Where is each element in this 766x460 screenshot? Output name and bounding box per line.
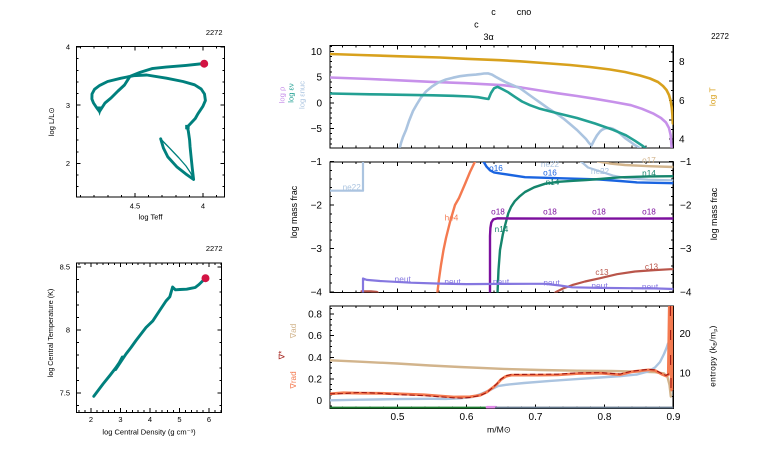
svg-text:neut: neut: [444, 277, 461, 287]
svg-text:8.5: 8.5: [60, 263, 70, 272]
svg-text:0: 0: [316, 396, 322, 407]
svg-text:o17: o17: [642, 156, 656, 165]
svg-text:he4: he4: [445, 213, 459, 222]
svg-text:c13: c13: [645, 262, 659, 271]
svg-text:∇*: ∇*: [278, 350, 287, 360]
svg-text:−4: −4: [680, 287, 692, 298]
svg-text:2272: 2272: [206, 244, 223, 253]
svg-text:ne22: ne22: [591, 167, 610, 176]
svg-text:log εnuc: log εnuc: [298, 81, 307, 109]
svg-text:4: 4: [679, 135, 685, 146]
svg-text:0: 0: [316, 98, 322, 109]
svg-text:n14: n14: [495, 225, 509, 234]
svg-text:log mass frac: log mass frac: [289, 185, 299, 238]
svg-text:cno: cno: [517, 7, 532, 17]
svg-text:−1: −1: [680, 157, 692, 168]
svg-text:o16: o16: [489, 164, 503, 173]
svg-text:log mass frac: log mass frac: [709, 187, 719, 240]
svg-text:7.5: 7.5: [60, 389, 70, 398]
svg-text:5: 5: [316, 73, 322, 84]
svg-text:log Teff: log Teff: [139, 213, 164, 222]
svg-text:−1: −1: [311, 157, 323, 168]
svg-text:log Central Temperature (K): log Central Temperature (K): [46, 289, 55, 378]
svg-text:0.7: 0.7: [529, 412, 543, 423]
svg-text:6: 6: [679, 96, 685, 107]
svg-text:2272: 2272: [711, 32, 729, 41]
svg-text:2272: 2272: [206, 28, 223, 37]
svg-text:−3: −3: [311, 244, 323, 255]
svg-text:o18: o18: [491, 208, 505, 217]
svg-text:0.2: 0.2: [308, 374, 322, 385]
svg-text:o18: o18: [543, 207, 557, 216]
svg-text:0.8: 0.8: [598, 412, 612, 423]
svg-text:log T: log T: [708, 86, 718, 106]
svg-text:o16: o16: [543, 168, 557, 177]
svg-text:neut: neut: [543, 278, 560, 288]
svg-text:−4: −4: [311, 287, 323, 298]
svg-text:−3: −3: [680, 244, 692, 255]
svg-text:o18: o18: [642, 207, 656, 216]
svg-text:0.5: 0.5: [391, 412, 405, 423]
svg-text:2: 2: [89, 415, 93, 424]
svg-text:m/M⊙: m/M⊙: [487, 425, 511, 435]
svg-text:neut: neut: [395, 274, 412, 284]
svg-text:∇rad: ∇rad: [289, 371, 298, 390]
svg-text:log ρ: log ρ: [278, 86, 287, 103]
svg-text:3α: 3α: [483, 32, 493, 42]
svg-text:5: 5: [177, 415, 181, 424]
svg-text:neut: neut: [493, 277, 510, 287]
svg-text:log εν: log εν: [287, 83, 296, 103]
svg-text:6: 6: [207, 415, 211, 424]
svg-text:c: c: [491, 7, 496, 17]
svg-text:10: 10: [311, 47, 323, 58]
svg-text:4.5: 4.5: [130, 202, 140, 211]
svg-text:0.8: 0.8: [308, 310, 322, 321]
svg-text:c: c: [474, 20, 479, 30]
svg-text:ne22: ne22: [343, 183, 362, 192]
svg-text:−5: −5: [311, 124, 323, 135]
svg-text:3: 3: [118, 415, 122, 424]
svg-text:c13: c13: [595, 268, 609, 277]
svg-text:∇ad: ∇ad: [289, 323, 298, 339]
svg-text:8: 8: [679, 57, 685, 68]
svg-text:4: 4: [66, 43, 70, 52]
svg-text:0.6: 0.6: [460, 412, 474, 423]
svg-text:4: 4: [148, 415, 152, 424]
svg-text:8: 8: [66, 326, 70, 335]
svg-text:10: 10: [680, 369, 692, 380]
svg-text:log L/L⊙: log L/L⊙: [47, 107, 56, 136]
svg-text:−2: −2: [311, 201, 323, 212]
svg-text:entropy (kB/mp): entropy (kB/mp): [708, 325, 719, 387]
svg-text:neut: neut: [591, 280, 608, 290]
svg-text:log Central Density (g cm⁻³): log Central Density (g cm⁻³): [102, 428, 196, 437]
svg-text:n14: n14: [546, 178, 560, 187]
svg-text:2: 2: [66, 159, 70, 168]
svg-text:0.6: 0.6: [308, 331, 322, 342]
svg-text:3: 3: [66, 101, 70, 110]
svg-text:n14: n14: [642, 169, 656, 178]
svg-text:4: 4: [201, 202, 205, 211]
svg-text:20: 20: [680, 329, 692, 340]
svg-text:ne22: ne22: [541, 160, 560, 169]
svg-text:0.9: 0.9: [667, 412, 681, 423]
svg-text:−2: −2: [680, 201, 692, 212]
svg-text:neut: neut: [642, 282, 659, 292]
svg-text:0.4: 0.4: [308, 353, 322, 364]
svg-text:o18: o18: [592, 207, 606, 216]
